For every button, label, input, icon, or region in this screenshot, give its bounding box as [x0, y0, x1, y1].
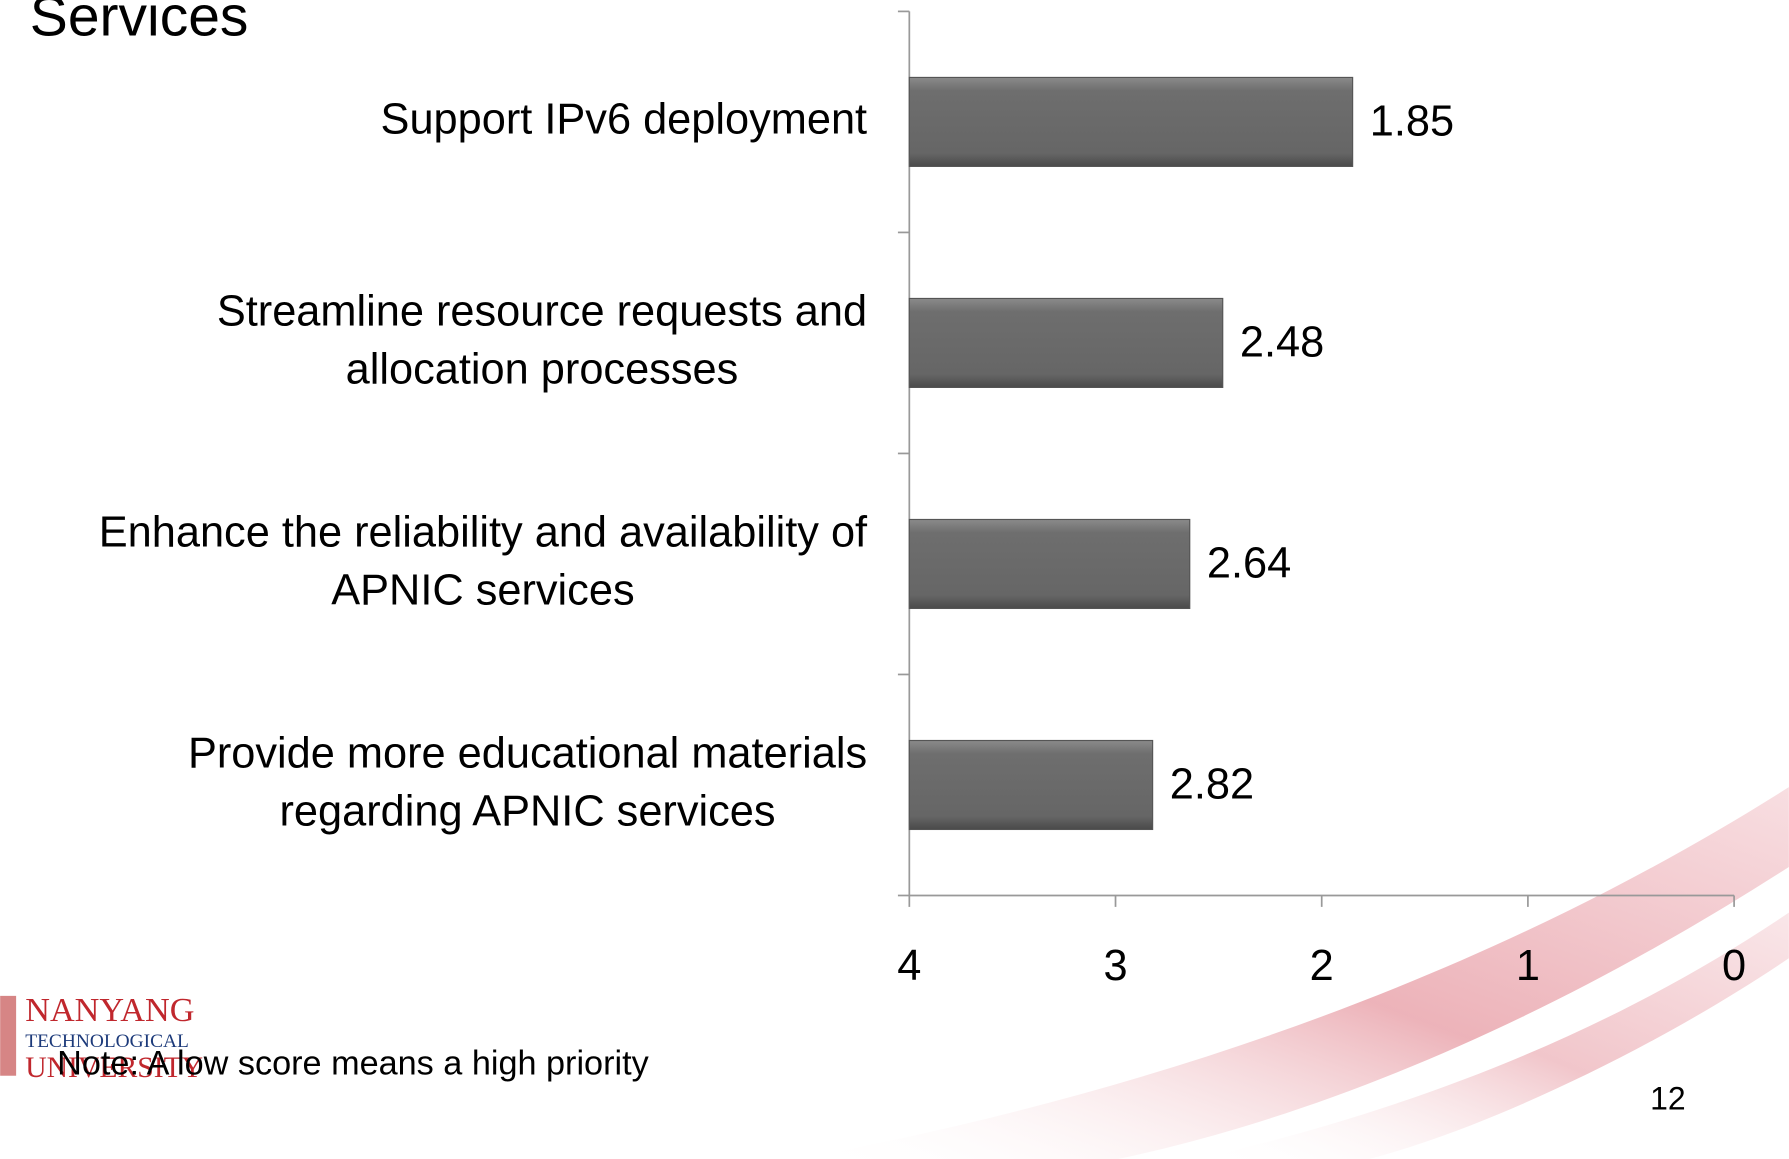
value-label: 2.48: [1240, 319, 1324, 367]
y-tick-label: Enhance the reliability and availability…: [99, 508, 868, 556]
x-tick-label: 4: [897, 942, 921, 990]
y-tick-label: allocation processes: [346, 345, 739, 393]
x-tick-label: 2: [1310, 942, 1334, 990]
value-label: 2.82: [1170, 761, 1254, 809]
chart-title: Services: [30, 0, 249, 49]
bar: [908, 518, 1191, 610]
bar: [908, 739, 1154, 831]
y-tick-label: Support IPv6 deployment: [381, 95, 868, 143]
y-tick-label: APNIC services: [331, 566, 634, 614]
logo-text: TECHNOLOGICAL: [25, 1031, 189, 1052]
y-tick-label: Streamline resource requests and: [217, 287, 867, 335]
bar: [908, 297, 1224, 388]
decoration: [0, 787, 1789, 1159]
logo-text: NANYANG: [25, 992, 194, 1029]
bar: [908, 76, 1354, 167]
y-tick-label: Provide more educational materials: [188, 729, 867, 777]
value-label: 1.85: [1370, 98, 1454, 146]
x-tick-label: 3: [1103, 942, 1127, 990]
page-number: 12: [1650, 1080, 1686, 1116]
x-tick-label: 0: [1722, 942, 1746, 990]
x-tick-label: 1: [1516, 942, 1540, 990]
y-tick-label: regarding APNIC services: [280, 788, 776, 836]
note: Note: A low score means a high priority: [57, 1045, 649, 1083]
logo-text: UNIVERSITY: [25, 1052, 203, 1084]
value-label: 2.64: [1207, 540, 1291, 588]
logo: NANYANG TECHNOLOGICAL UNIVERSITY: [25, 992, 203, 1084]
